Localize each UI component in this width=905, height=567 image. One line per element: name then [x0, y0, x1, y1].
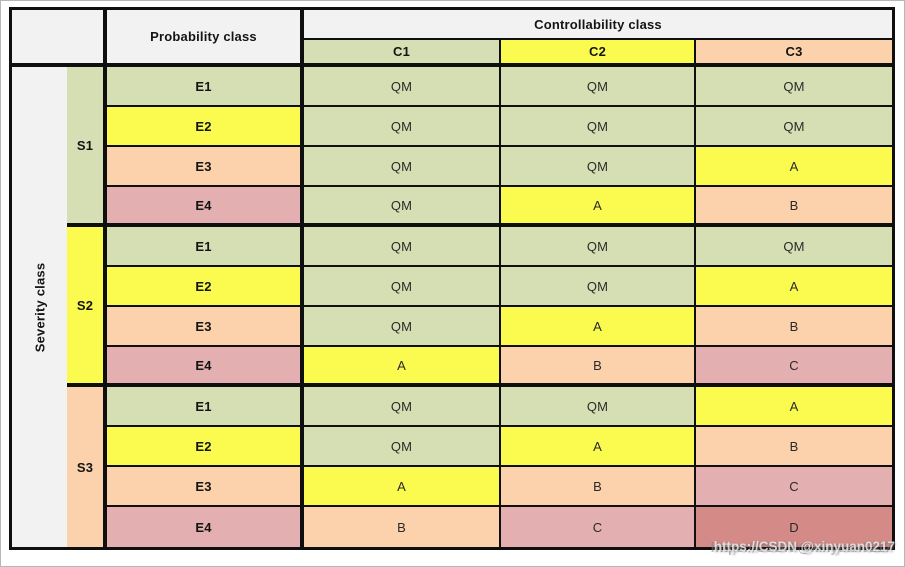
column-header-c2: C2: [501, 40, 696, 67]
exposure-cell: E1: [107, 227, 304, 267]
asil-value-cell: QM: [696, 107, 892, 147]
severity-cell-s1: S1: [67, 67, 107, 227]
asil-value-cell: QM: [304, 187, 501, 227]
asil-value-cell: A: [501, 427, 696, 467]
exposure-cell: E3: [107, 467, 304, 507]
asil-value-cell: QM: [304, 67, 501, 107]
asil-value-cell: C: [501, 507, 696, 547]
asil-value-cell: QM: [501, 267, 696, 307]
asil-matrix-grid: Probability class Controllability class …: [12, 10, 892, 547]
asil-table: Probability class Controllability class …: [9, 7, 895, 550]
severity-class-label-cell: Severity class: [12, 67, 67, 547]
asil-value-cell: QM: [304, 307, 501, 347]
exposure-cell: E3: [107, 307, 304, 347]
asil-value-cell: D: [696, 507, 892, 547]
asil-value-cell: QM: [304, 227, 501, 267]
exposure-cell: E2: [107, 107, 304, 147]
exposure-cell: E4: [107, 187, 304, 227]
severity-cell-s3: S3: [67, 387, 107, 547]
exposure-cell: E4: [107, 507, 304, 547]
asil-value-cell: QM: [501, 67, 696, 107]
asil-value-cell: B: [501, 347, 696, 387]
probability-class-header: Probability class: [107, 10, 304, 67]
exposure-cell: E1: [107, 387, 304, 427]
column-header-c3: C3: [696, 40, 892, 67]
asil-value-cell: A: [304, 467, 501, 507]
asil-value-cell: QM: [501, 227, 696, 267]
corner-cell: [12, 10, 107, 67]
column-header-c1: C1: [304, 40, 501, 67]
asil-value-cell: QM: [304, 147, 501, 187]
asil-value-cell: QM: [696, 227, 892, 267]
asil-value-cell: A: [696, 147, 892, 187]
asil-value-cell: B: [501, 467, 696, 507]
exposure-cell: E3: [107, 147, 304, 187]
controllability-class-header: Controllability class: [304, 10, 892, 40]
asil-value-cell: B: [696, 427, 892, 467]
asil-value-cell: QM: [696, 67, 892, 107]
asil-value-cell: QM: [501, 387, 696, 427]
asil-value-cell: QM: [304, 387, 501, 427]
asil-value-cell: QM: [304, 267, 501, 307]
asil-value-cell: A: [501, 307, 696, 347]
asil-value-cell: C: [696, 347, 892, 387]
exposure-cell: E1: [107, 67, 304, 107]
exposure-cell: E4: [107, 347, 304, 387]
exposure-cell: E2: [107, 267, 304, 307]
asil-value-cell: A: [304, 347, 501, 387]
asil-value-cell: QM: [501, 147, 696, 187]
asil-value-cell: A: [501, 187, 696, 227]
asil-value-cell: QM: [304, 107, 501, 147]
asil-value-cell: A: [696, 387, 892, 427]
severity-cell-s2: S2: [67, 227, 107, 387]
asil-value-cell: B: [304, 507, 501, 547]
asil-value-cell: B: [696, 187, 892, 227]
asil-value-cell: B: [696, 307, 892, 347]
asil-value-cell: A: [696, 267, 892, 307]
asil-value-cell: QM: [304, 427, 501, 467]
exposure-cell: E2: [107, 427, 304, 467]
asil-value-cell: C: [696, 467, 892, 507]
severity-class-label: Severity class: [32, 262, 48, 352]
asil-value-cell: QM: [501, 107, 696, 147]
